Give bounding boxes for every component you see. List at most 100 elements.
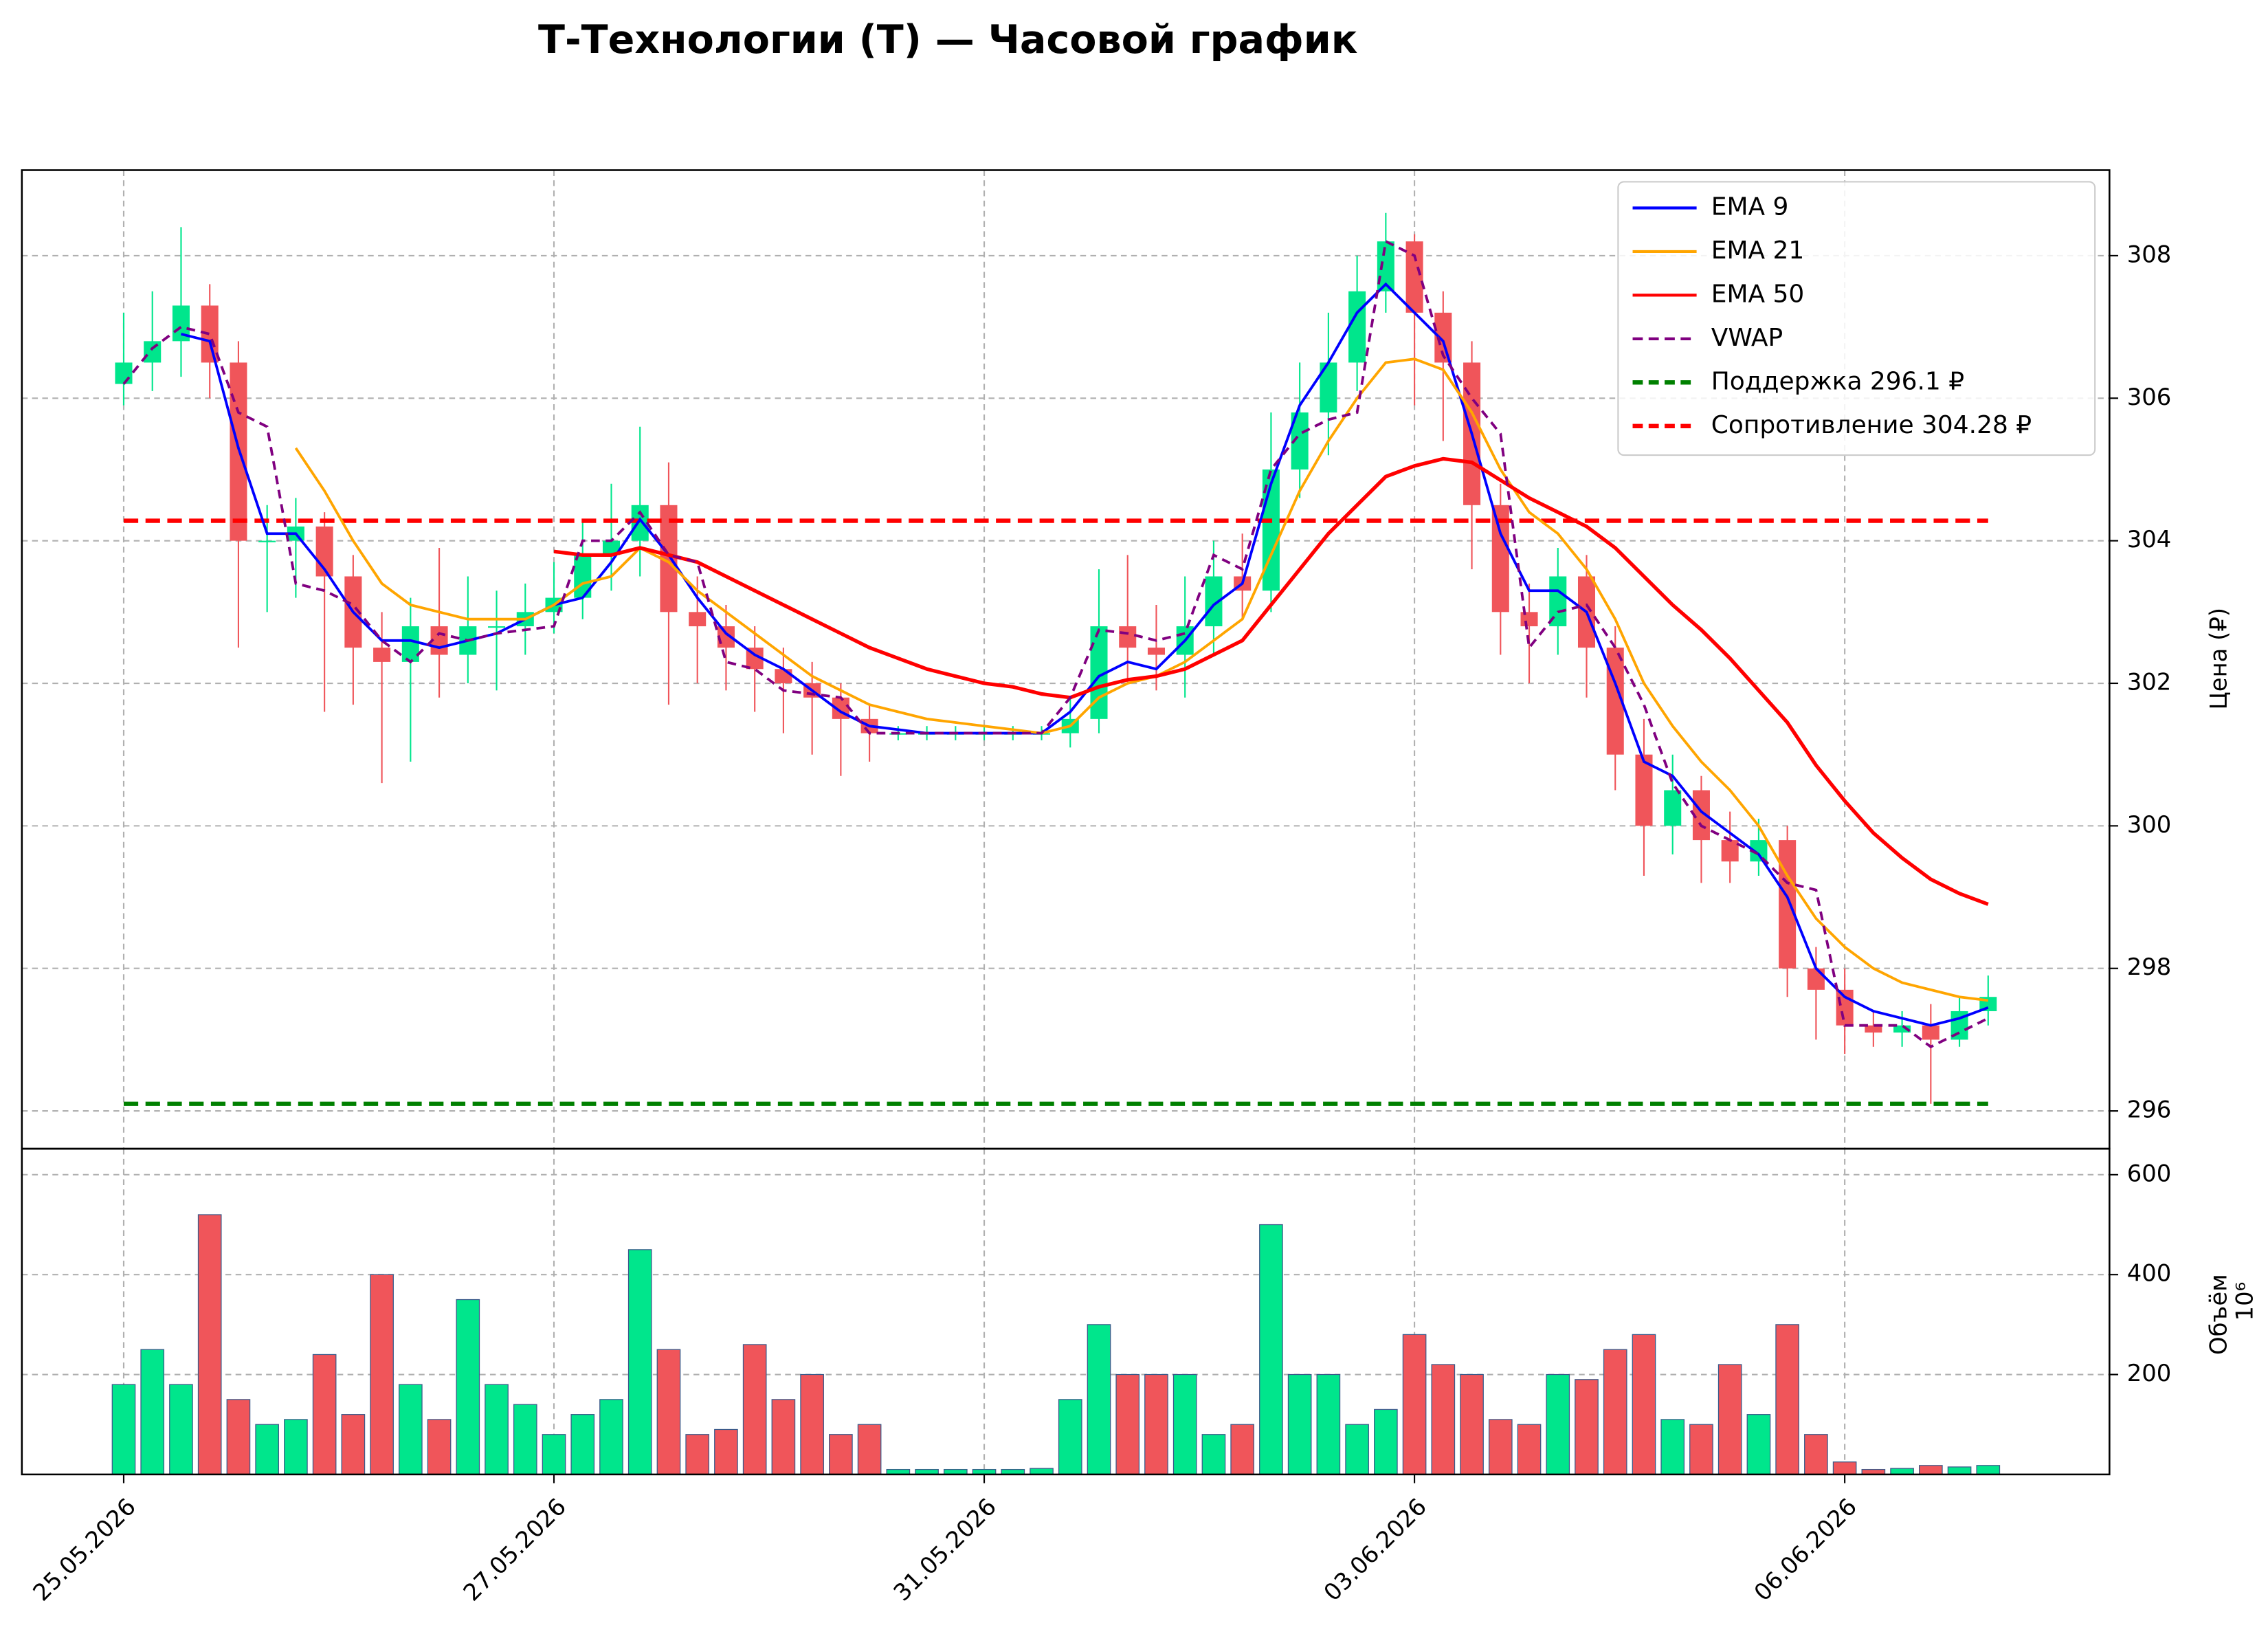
candle-body — [258, 540, 276, 542]
volume-bar — [1230, 1424, 1255, 1475]
legend-label: Поддержка 296.1 ₽ — [1711, 367, 1964, 395]
volume-bar — [800, 1373, 824, 1475]
volume-bar — [1144, 1373, 1168, 1475]
legend-label: EMA 9 — [1711, 192, 1789, 221]
volume-bar — [1460, 1373, 1484, 1475]
volume-bar — [1402, 1334, 1427, 1475]
volume-bar — [1287, 1373, 1312, 1475]
volume-bar — [226, 1399, 251, 1475]
candle-body — [1348, 291, 1366, 363]
volume-bar — [284, 1419, 308, 1475]
candle-body — [1147, 648, 1165, 655]
volume-bar — [1632, 1334, 1656, 1475]
candle-body — [689, 612, 707, 627]
volume-bar — [1746, 1414, 1771, 1475]
candle-body — [1405, 241, 1423, 313]
volume-bar — [1546, 1373, 1570, 1475]
volume-bar — [1976, 1465, 2001, 1475]
candle-body — [1721, 840, 1739, 862]
y-axis-label: Цена (₽) — [2205, 608, 2232, 710]
volume-bar — [456, 1299, 480, 1475]
series-line — [553, 456, 1989, 906]
volume-bar — [312, 1354, 337, 1475]
y-tick-label: 304 — [2127, 526, 2172, 553]
candle-body — [602, 540, 621, 555]
volume-bar — [1431, 1364, 1456, 1475]
candle-body — [1893, 1025, 1911, 1033]
volume-bar — [627, 1249, 652, 1475]
volume-bar — [1087, 1324, 1111, 1475]
volume-bar — [1689, 1424, 1713, 1475]
chart-title: Т-Технологии (T) — Часовой график — [538, 17, 1357, 63]
volume-bar — [427, 1419, 452, 1475]
volume-offset: 10⁶ — [2232, 1282, 2258, 1321]
volume-bar — [1374, 1409, 1398, 1475]
candle-body — [401, 626, 419, 662]
volume-bar — [742, 1344, 767, 1475]
legend-label: EMA 50 — [1711, 280, 1804, 308]
y-tick-label: 302 — [2127, 669, 2172, 696]
volume-bar — [656, 1349, 681, 1475]
volume-bar — [1603, 1349, 1627, 1475]
volume-bar — [399, 1384, 423, 1475]
candle-body — [488, 626, 506, 628]
volume-bar — [1575, 1379, 1599, 1475]
volume-bar — [1058, 1399, 1082, 1475]
volume-panel-frame — [21, 1147, 2111, 1476]
candle-body — [1664, 790, 1682, 826]
volume-bar — [542, 1434, 566, 1475]
candle-body — [1635, 754, 1653, 826]
volume-bar — [829, 1434, 853, 1475]
volume-bar — [169, 1384, 193, 1475]
volume-bar — [1775, 1324, 1799, 1475]
volume-bar — [1030, 1468, 1054, 1475]
volume-tick-label: 200 — [2127, 1360, 2172, 1387]
y-tick-label: 300 — [2127, 811, 2172, 838]
volume-bar — [685, 1434, 710, 1475]
volume-bar — [1919, 1465, 1943, 1475]
volume-bar — [599, 1399, 623, 1475]
volume-bar — [1804, 1434, 1828, 1475]
volume-bar — [1517, 1424, 1542, 1475]
volume-bar — [111, 1384, 136, 1475]
volume-bar — [1890, 1468, 1914, 1475]
y-tick-label: 308 — [2127, 241, 2172, 267]
candle-body — [1119, 626, 1137, 648]
volume-axis-label: Объём — [2205, 1274, 2232, 1355]
candle-body — [115, 362, 133, 384]
volume-bar — [1201, 1434, 1226, 1475]
volume-bar — [197, 1214, 222, 1475]
volume-bar — [485, 1384, 509, 1475]
volume-bar — [1345, 1424, 1369, 1475]
legend-box — [1617, 181, 2096, 456]
candle-body — [1807, 968, 1825, 990]
volume-bar — [1259, 1224, 1283, 1475]
volume-bar — [570, 1414, 595, 1475]
y-tick-label: 296 — [2127, 1096, 2172, 1123]
volume-bar — [771, 1399, 796, 1475]
candle-body — [373, 648, 391, 662]
volume-bar — [1172, 1373, 1197, 1475]
volume-bar — [1316, 1373, 1341, 1475]
volume-bar — [1660, 1419, 1685, 1475]
candle-body — [144, 341, 162, 363]
volume-bar — [857, 1424, 882, 1475]
volume-bar — [1488, 1419, 1513, 1475]
volume-bar — [341, 1414, 366, 1475]
y-tick-label: 306 — [2127, 384, 2172, 410]
legend-label: VWAP — [1711, 324, 1783, 352]
volume-bar — [513, 1404, 537, 1475]
candle-body — [775, 669, 792, 684]
volume-bar — [1947, 1466, 1972, 1475]
candle-body — [1865, 1025, 1882, 1033]
volume-bar — [1717, 1364, 1742, 1475]
volume-tick-label: 400 — [2127, 1260, 2172, 1287]
series-line — [122, 239, 1989, 1049]
volume-bar — [1115, 1373, 1140, 1475]
volume-bar — [255, 1424, 279, 1475]
candle-body — [1922, 1025, 1939, 1040]
candle-body — [1779, 840, 1797, 969]
volume-tick-label: 600 — [2127, 1160, 2172, 1186]
